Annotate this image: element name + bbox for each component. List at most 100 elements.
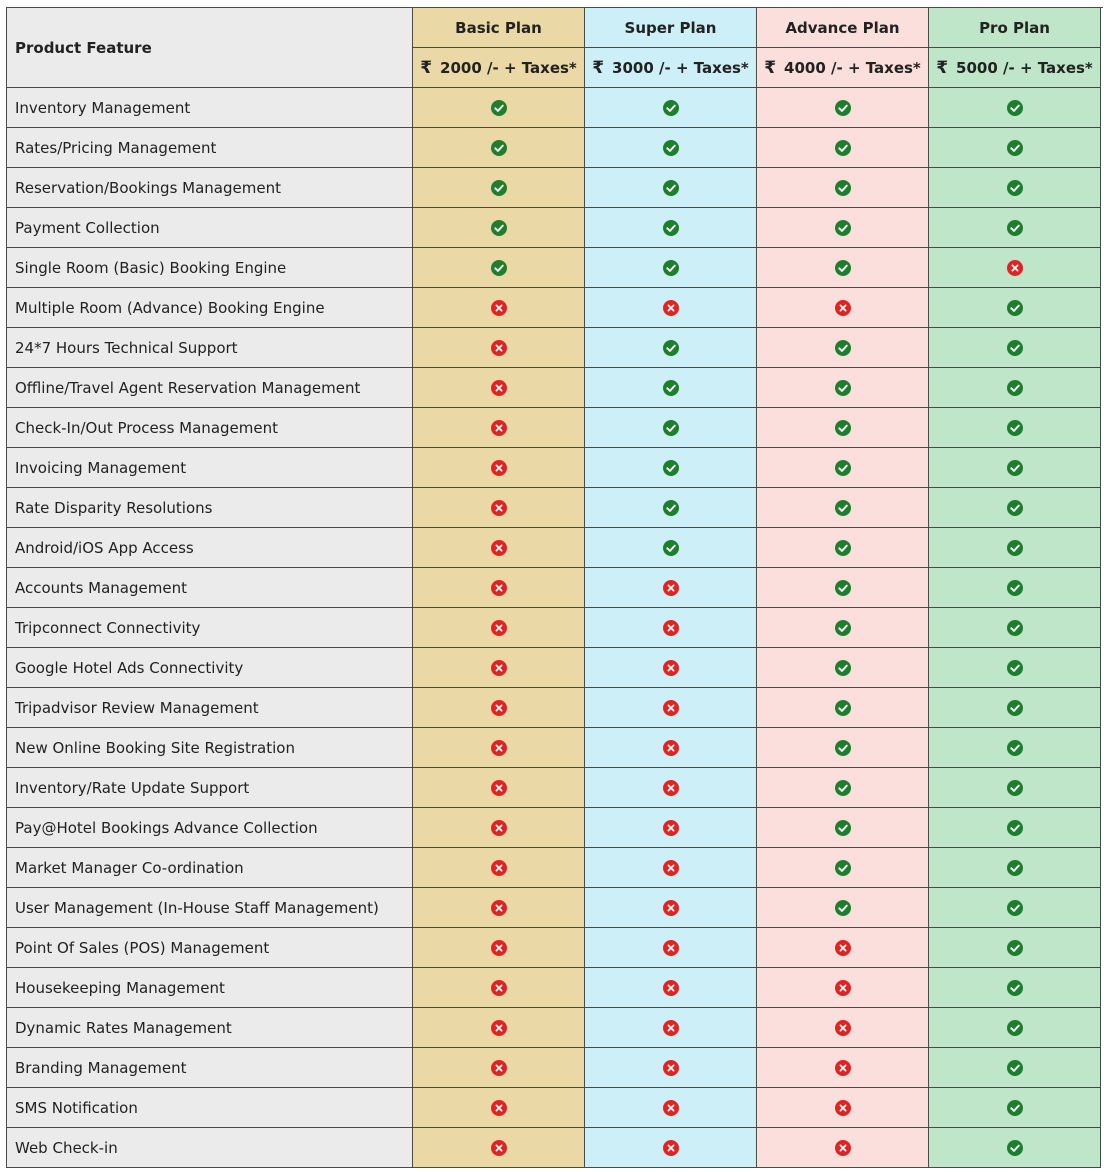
feature-cell: Reservation/Bookings Management <box>7 168 413 208</box>
check-circle-icon <box>490 99 507 116</box>
feature-label: Payment Collection <box>15 218 160 237</box>
feature-cell: Android/iOS App Access <box>7 528 413 568</box>
availability-cell-pro-plan <box>929 288 1101 328</box>
availability-cell-basic-plan <box>413 208 585 248</box>
check-circle-icon <box>1006 299 1023 316</box>
check-circle-icon <box>834 739 851 756</box>
availability-cell-advance-plan <box>757 408 929 448</box>
cross-circle-icon <box>834 979 851 996</box>
rupee-icon: ₹ <box>936 57 949 78</box>
feature-label: Google Hotel Ads Connectivity <box>15 658 244 677</box>
check-circle-icon <box>1006 779 1023 796</box>
feature-label: Web Check-in <box>15 1138 118 1157</box>
feature-label: SMS Notification <box>15 1098 138 1117</box>
availability-cell-super-plan <box>585 368 757 408</box>
cross-circle-icon <box>490 859 507 876</box>
availability-cell-advance-plan <box>757 448 929 488</box>
check-circle-icon <box>1006 859 1023 876</box>
plan-header-pro-plan: Pro Plan <box>929 8 1101 48</box>
availability-cell-pro-plan <box>929 968 1101 1008</box>
availability-cell-basic-plan <box>413 128 585 168</box>
availability-cell-super-plan <box>585 128 757 168</box>
cross-circle-icon <box>662 859 679 876</box>
check-circle-icon <box>834 459 851 476</box>
availability-cell-basic-plan <box>413 848 585 888</box>
availability-cell-advance-plan <box>757 488 929 528</box>
feature-cell: Offline/Travel Agent Reservation Managem… <box>7 368 413 408</box>
feature-cell: Tripconnect Connectivity <box>7 608 413 648</box>
check-circle-icon <box>834 699 851 716</box>
availability-cell-basic-plan <box>413 1128 585 1168</box>
plan-price-advance-plan: ₹4000 /- + Taxes* <box>757 48 929 88</box>
feature-cell: Google Hotel Ads Connectivity <box>7 648 413 688</box>
rupee-icon: ₹ <box>420 57 433 78</box>
cross-circle-icon <box>490 579 507 596</box>
availability-cell-pro-plan <box>929 1128 1101 1168</box>
availability-cell-super-plan <box>585 248 757 288</box>
feature-cell: Branding Management <box>7 1048 413 1088</box>
check-circle-icon <box>834 899 851 916</box>
availability-cell-super-plan <box>585 848 757 888</box>
availability-cell-super-plan <box>585 488 757 528</box>
availability-cell-basic-plan <box>413 928 585 968</box>
feature-label: New Online Booking Site Registration <box>15 738 295 757</box>
availability-cell-super-plan <box>585 88 757 128</box>
check-circle-icon <box>662 539 679 556</box>
availability-cell-pro-plan <box>929 728 1101 768</box>
availability-cell-super-plan <box>585 808 757 848</box>
feature-label: Single Room (Basic) Booking Engine <box>15 258 287 277</box>
feature-label: Rates/Pricing Management <box>15 138 217 157</box>
availability-cell-pro-plan <box>929 488 1101 528</box>
availability-cell-basic-plan <box>413 1088 585 1128</box>
feature-label: Invoicing Management <box>15 458 187 477</box>
cross-circle-icon <box>490 499 507 516</box>
cross-circle-icon <box>662 739 679 756</box>
availability-cell-basic-plan <box>413 808 585 848</box>
availability-cell-basic-plan <box>413 1008 585 1048</box>
availability-cell-advance-plan <box>757 128 929 168</box>
availability-cell-basic-plan <box>413 728 585 768</box>
availability-cell-basic-plan <box>413 768 585 808</box>
feature-cell: SMS Notification <box>7 1088 413 1128</box>
cross-circle-icon <box>490 979 507 996</box>
product-feature-header-label: Product Feature <box>15 38 152 57</box>
feature-cell: Accounts Management <box>7 568 413 608</box>
availability-cell-super-plan <box>585 888 757 928</box>
check-circle-icon <box>662 219 679 236</box>
check-circle-icon <box>834 779 851 796</box>
check-circle-icon <box>834 619 851 636</box>
check-circle-icon <box>834 219 851 236</box>
check-circle-icon <box>1006 419 1023 436</box>
availability-cell-advance-plan <box>757 528 929 568</box>
availability-cell-basic-plan <box>413 448 585 488</box>
availability-cell-pro-plan <box>929 768 1101 808</box>
check-circle-icon <box>834 339 851 356</box>
check-circle-icon <box>1006 499 1023 516</box>
availability-cell-pro-plan <box>929 248 1101 288</box>
feature-label: Accounts Management <box>15 578 187 597</box>
feature-cell: New Online Booking Site Registration <box>7 728 413 768</box>
plan-header-advance-plan: Advance Plan <box>757 8 929 48</box>
check-circle-icon <box>1006 939 1023 956</box>
feature-cell: Inventory/Rate Update Support <box>7 768 413 808</box>
availability-cell-pro-plan <box>929 1048 1101 1088</box>
availability-cell-pro-plan <box>929 208 1101 248</box>
check-circle-icon <box>1006 659 1023 676</box>
availability-cell-super-plan <box>585 208 757 248</box>
availability-cell-basic-plan <box>413 528 585 568</box>
check-circle-icon <box>1006 1059 1023 1076</box>
availability-cell-advance-plan <box>757 568 929 608</box>
check-circle-icon <box>662 179 679 196</box>
cross-circle-icon <box>490 779 507 796</box>
availability-cell-advance-plan <box>757 168 929 208</box>
check-circle-icon <box>490 259 507 276</box>
availability-cell-super-plan <box>585 648 757 688</box>
feature-label: Rate Disparity Resolutions <box>15 498 213 517</box>
feature-cell: Dynamic Rates Management <box>7 1008 413 1048</box>
feature-cell: Web Check-in <box>7 1128 413 1168</box>
availability-cell-basic-plan <box>413 328 585 368</box>
feature-cell: Housekeeping Management <box>7 968 413 1008</box>
feature-label: Android/iOS App Access <box>15 538 194 557</box>
availability-cell-basic-plan <box>413 648 585 688</box>
availability-cell-advance-plan <box>757 728 929 768</box>
